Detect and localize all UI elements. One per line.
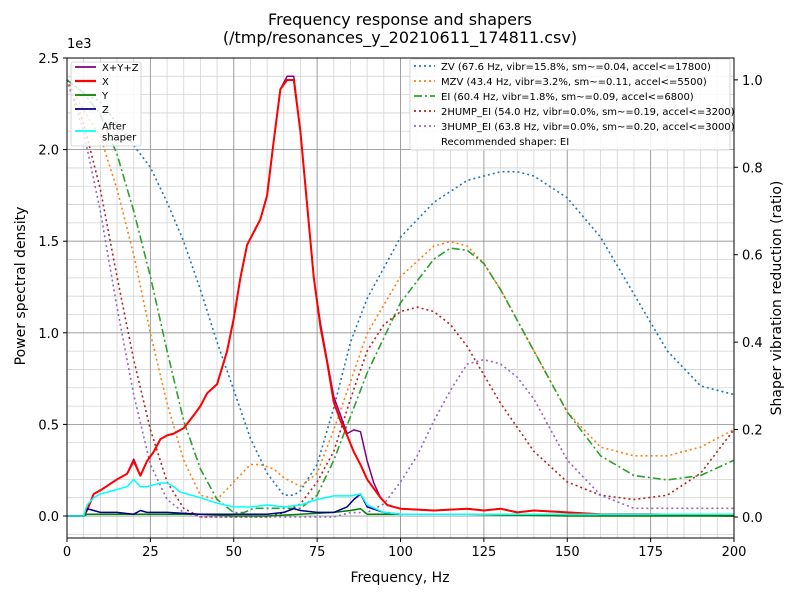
legend-shapers: ZV (67.6 Hz, vibr=15.8%, sm~=0.04, accel… bbox=[409, 58, 735, 151]
psd-curve bbox=[67, 478, 734, 517]
y-tick-label: 2.5 bbox=[38, 52, 59, 67]
chart-subtitle: (/tmp/resonances_y_20210611_174811.csv) bbox=[223, 28, 577, 48]
legend-shaper-label: MZV (43.4 Hz, vibr=3.2%, sm~=0.11, accel… bbox=[441, 77, 707, 88]
legend-shaper-label: EI (60.4 Hz, vibr=1.8%, sm~=0.09, accel<… bbox=[441, 92, 694, 103]
y-tick-label: 0.0 bbox=[38, 510, 59, 525]
legend-psd-label: X+Y+Z bbox=[102, 63, 139, 74]
psd-curve bbox=[67, 79, 735, 517]
legend-shaper-label: 3HUMP_EI (63.8 Hz, vibr=0.0%, sm~=0.20, … bbox=[441, 122, 735, 133]
tick-marks bbox=[63, 57, 738, 542]
x-tick-label: 0 bbox=[63, 545, 71, 560]
y-tick-label: 0.5 bbox=[38, 418, 59, 433]
x-tick-label: 200 bbox=[722, 545, 747, 560]
y-tick-label: 1.5 bbox=[38, 235, 59, 250]
y-tick-label: 2.0 bbox=[38, 144, 59, 159]
x-tick-label: 125 bbox=[471, 545, 496, 560]
x-tick-label: 100 bbox=[388, 545, 413, 560]
series-layer bbox=[66, 75, 735, 518]
y2-axis-label: Shaper vibration reduction (ratio) bbox=[769, 181, 785, 416]
legend-shapers-box bbox=[409, 58, 731, 151]
shaper-curve bbox=[66, 79, 735, 501]
x-axis-label: Frequency, Hz bbox=[350, 570, 449, 586]
shaper-curve bbox=[66, 79, 735, 497]
y-tick-label: 1.0 bbox=[38, 327, 59, 342]
legend-psd-box bbox=[70, 61, 142, 147]
y2-tick-label: 0.4 bbox=[742, 336, 763, 351]
y2-tick-label: 0.6 bbox=[742, 249, 763, 264]
legend-psd-label: X bbox=[102, 77, 109, 88]
x-tick-label: 175 bbox=[638, 545, 663, 560]
legend-psd-label: shaper bbox=[102, 133, 137, 144]
legend-psd-label: After bbox=[102, 122, 127, 133]
y-axis-label: Power spectral density bbox=[13, 207, 29, 366]
chart-title: Frequency response and shapers bbox=[268, 10, 532, 29]
legend-shaper-label: ZV (67.6 Hz, vibr=15.8%, sm~=0.04, accel… bbox=[441, 62, 711, 73]
y2-tick-label: 1.0 bbox=[742, 74, 763, 89]
x-tick-label: 50 bbox=[225, 545, 242, 560]
legend-shaper-label: 2HUMP_EI (54.0 Hz, vibr=0.0%, sm~=0.19, … bbox=[441, 107, 735, 118]
x-tick-label: 75 bbox=[309, 545, 326, 560]
legend-psd-label: Y bbox=[101, 91, 109, 102]
x-tick-label: 150 bbox=[555, 545, 580, 560]
y2-tick-label: 0.2 bbox=[742, 424, 763, 439]
shaper-curve bbox=[66, 79, 735, 518]
shaper-curve bbox=[66, 79, 734, 518]
tick-labels: 0 25 50 75 100 125 150 175 200 0.0 0.5 1.0 1.5 2.0 2.5… bbox=[38, 52, 762, 560]
y2-tick-label: 0.8 bbox=[742, 161, 763, 176]
legend-psd-label: Z bbox=[102, 105, 109, 116]
y2-tick-label: 0.0 bbox=[742, 511, 763, 526]
x-tick-label: 25 bbox=[142, 545, 159, 560]
legend-shaper-label: Recommended shaper: EI bbox=[441, 137, 569, 148]
y-axis-exponent: 1e3 bbox=[67, 37, 92, 52]
